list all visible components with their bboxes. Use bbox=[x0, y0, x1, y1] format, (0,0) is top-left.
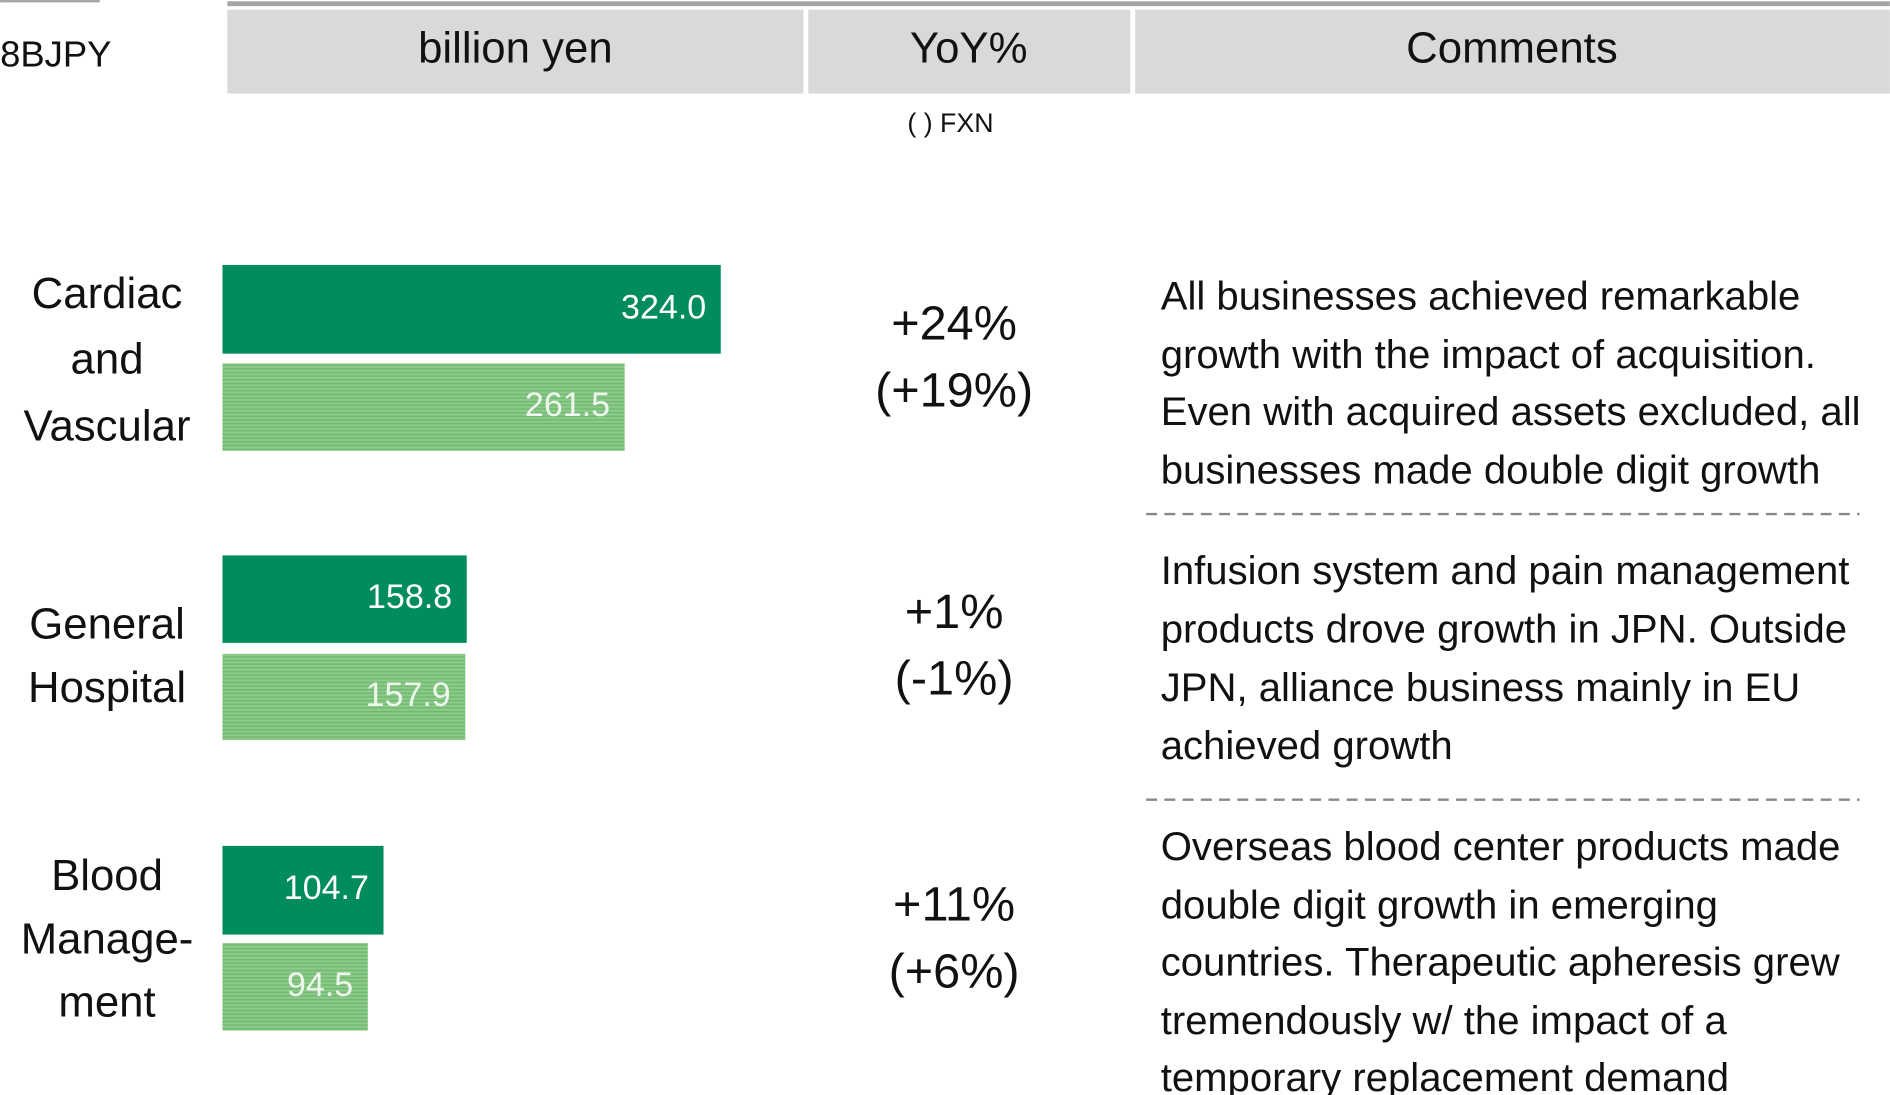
segment-name: Manage- bbox=[21, 914, 194, 963]
bar bbox=[222, 943, 368, 1031]
yoy: +24% bbox=[891, 297, 1017, 351]
bar bbox=[222, 653, 466, 741]
value-label: 261.5 bbox=[525, 386, 610, 424]
bar bbox=[222, 264, 721, 354]
segment-name: ment bbox=[58, 978, 155, 1027]
segment-name: Blood bbox=[51, 851, 163, 900]
yoy-fxn: (+6%) bbox=[889, 945, 1020, 999]
bar bbox=[222, 845, 384, 935]
comment: businesses made double digit growth bbox=[1161, 448, 1821, 492]
comment: All businesses achieved remarkable bbox=[1161, 275, 1801, 319]
comment: Overseas blood center products made bbox=[1161, 825, 1841, 869]
column-header: billion yen bbox=[418, 24, 613, 73]
segment-name: and bbox=[71, 335, 144, 384]
segment-name: Vascular bbox=[24, 402, 191, 451]
value-label: 157.9 bbox=[366, 676, 451, 714]
comment: Even with acquired assets excluded, all bbox=[1161, 390, 1861, 434]
comment: JPN, alliance business mainly in EU bbox=[1161, 666, 1801, 710]
header-cell bbox=[227, 9, 804, 94]
comment: products drove growth in JPN. Outside bbox=[1161, 608, 1847, 652]
comment: growth with the impact of acquisition. bbox=[1161, 333, 1816, 377]
yoy-fxn: (+19%) bbox=[875, 364, 1033, 418]
unit: 8BJPY bbox=[0, 34, 111, 75]
value-label: 324.0 bbox=[621, 288, 706, 326]
value-label: 94.5 bbox=[287, 966, 353, 1004]
header-cell bbox=[1135, 9, 1890, 94]
yoy: +11% bbox=[893, 878, 1015, 932]
comment: double digit growth in emerging bbox=[1161, 883, 1718, 927]
note: ( ) FXN bbox=[907, 108, 993, 138]
comment: temporary replacement demand bbox=[1161, 1056, 1729, 1095]
header-cell bbox=[808, 9, 1131, 94]
bar bbox=[222, 363, 625, 451]
value-label: 104.7 bbox=[284, 869, 369, 907]
column-header: YoY% bbox=[910, 24, 1028, 73]
bar bbox=[222, 555, 467, 643]
yoy-fxn: (-1%) bbox=[895, 652, 1014, 706]
column-header: Comments bbox=[1406, 24, 1618, 73]
comment: achieved growth bbox=[1161, 724, 1453, 768]
value-label: 158.8 bbox=[367, 578, 452, 616]
segment-name: Hospital bbox=[28, 663, 186, 712]
yoy: +1% bbox=[905, 585, 1004, 639]
segment-name: General bbox=[29, 600, 185, 649]
comment: Infusion system and pain management bbox=[1161, 549, 1850, 593]
comment: countries. Therapeutic apheresis grew bbox=[1161, 941, 1841, 985]
comment: tremendously w/ the impact of a bbox=[1161, 999, 1728, 1043]
segment-name: Cardiac bbox=[32, 269, 183, 318]
